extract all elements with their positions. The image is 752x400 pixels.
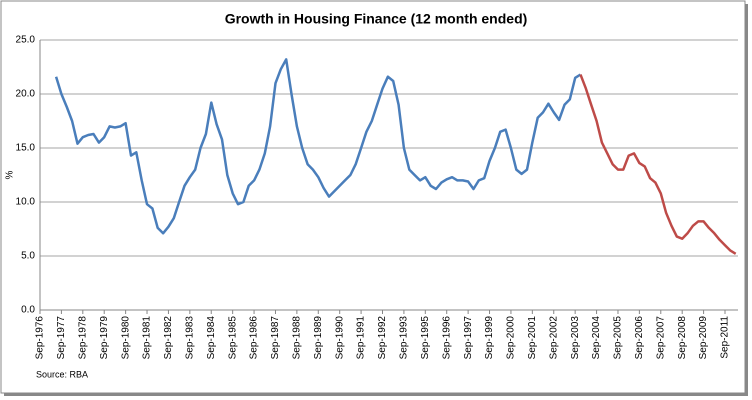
x-tick-label: Sep-2006 xyxy=(634,316,645,360)
x-tick-label: Sep-2005 xyxy=(613,316,624,360)
x-tick-label: Sep-2002 xyxy=(548,316,559,360)
x-tick-label: Sep-1990 xyxy=(334,316,345,360)
y-tick-label: 0.0 xyxy=(21,305,35,316)
x-tick-label: Sep-1977 xyxy=(56,316,67,360)
x-tick-label: Sep-1985 xyxy=(227,316,238,360)
x-tick-label: Sep-2003 xyxy=(570,316,581,360)
x-tick-label: Sep-1986 xyxy=(249,316,260,360)
x-tick-label: Sep-2004 xyxy=(591,316,602,360)
x-tick-label: Sep-1983 xyxy=(184,316,195,360)
x-tick-label: Sep-1978 xyxy=(77,316,88,360)
x-tick-label: Sep-1988 xyxy=(292,316,303,360)
x-tick-label: Sep-1993 xyxy=(399,316,410,360)
y-axis-label: % xyxy=(5,170,16,179)
x-tick-label: Sep-2000 xyxy=(506,316,517,360)
x-tick-label: Sep-2007 xyxy=(655,316,666,360)
x-tick-label: Sep-1982 xyxy=(163,316,174,360)
y-tick-label: 25.0 xyxy=(16,35,36,46)
y-tick-label: 20.0 xyxy=(16,89,36,100)
x-tick-label: Sep-2001 xyxy=(527,316,538,360)
frame xyxy=(0,0,746,394)
x-tick-label: Sep-1981 xyxy=(142,316,153,360)
chart-title: Growth in Housing Finance (12 month ende… xyxy=(225,11,528,27)
x-tick-label: Sep-2009 xyxy=(698,316,709,360)
x-tick-label: Sep-2011 xyxy=(720,316,731,359)
y-tick-label: 15.0 xyxy=(16,143,36,154)
y-tick-label: 10.0 xyxy=(16,197,36,208)
x-tick-label: Sep-1989 xyxy=(313,316,324,360)
x-tick-label: Sep-1999 xyxy=(484,316,495,360)
x-tick-label: Sep-1976 xyxy=(35,316,46,360)
x-tick-label: Sep-1992 xyxy=(377,316,388,360)
line-series xyxy=(579,74,737,255)
x-tick-label: Sep-1987 xyxy=(270,316,281,360)
x-tick-label: Sep-1980 xyxy=(120,316,131,360)
x-tick-label: Sep-1984 xyxy=(206,316,217,360)
x-tick-label: Sep-1979 xyxy=(99,316,110,360)
x-tick-label: Sep-2008 xyxy=(677,316,688,360)
x-tick-label: Sep-1991 xyxy=(356,316,367,360)
x-tick-label: Sep-1995 xyxy=(420,316,431,360)
x-tick-label: Sep-1997 xyxy=(463,316,474,360)
source-note: Source: RBA xyxy=(36,369,88,379)
x-tick-label: Sep-1996 xyxy=(441,316,452,360)
y-tick-label: 5.0 xyxy=(21,251,35,262)
line-series xyxy=(54,58,582,235)
